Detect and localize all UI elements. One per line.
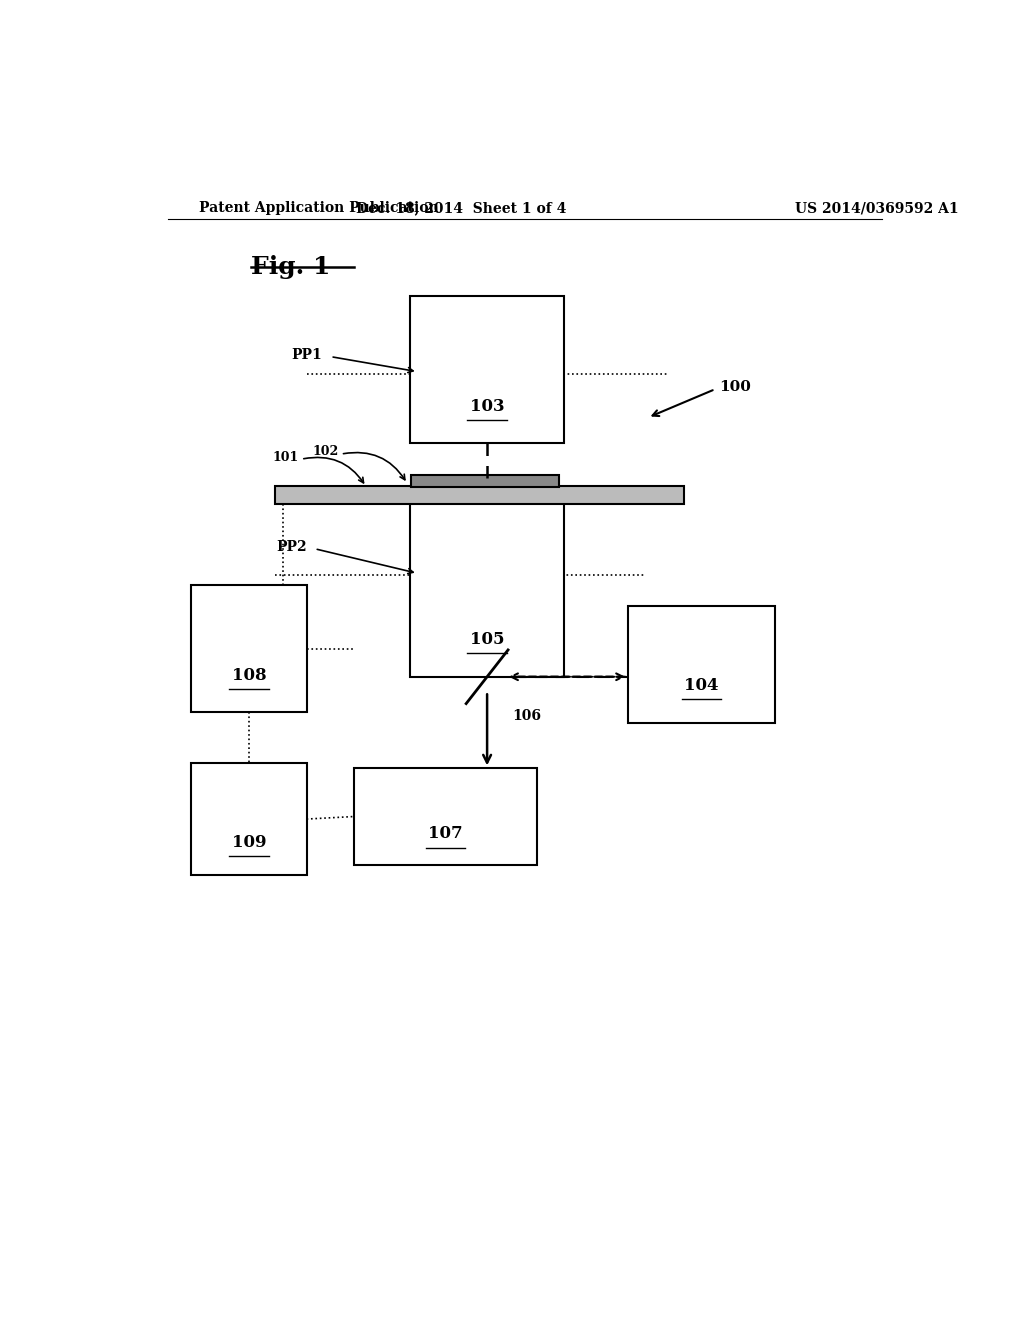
Bar — [274, 486, 684, 504]
Bar — [411, 474, 559, 487]
Text: PP1: PP1 — [292, 347, 323, 362]
Text: 105: 105 — [470, 631, 505, 648]
Text: Patent Application Publication: Patent Application Publication — [200, 201, 439, 215]
Text: 100: 100 — [719, 380, 752, 395]
Bar — [191, 763, 306, 875]
Bar — [354, 768, 537, 865]
Bar — [191, 585, 306, 713]
Bar — [410, 296, 564, 444]
Text: 102: 102 — [312, 445, 338, 458]
Text: 103: 103 — [470, 397, 505, 414]
Text: 106: 106 — [512, 709, 541, 722]
Text: Fig. 1: Fig. 1 — [251, 255, 331, 279]
Text: 108: 108 — [231, 667, 266, 684]
Text: 109: 109 — [231, 833, 266, 850]
Text: US 2014/0369592 A1: US 2014/0369592 A1 — [795, 201, 958, 215]
Text: 101: 101 — [272, 450, 299, 463]
Bar — [628, 606, 775, 722]
Text: 104: 104 — [684, 677, 719, 694]
Text: 107: 107 — [428, 825, 463, 842]
Bar — [410, 499, 564, 677]
Text: Dec. 18, 2014  Sheet 1 of 4: Dec. 18, 2014 Sheet 1 of 4 — [356, 201, 566, 215]
Text: PP2: PP2 — [275, 540, 306, 553]
